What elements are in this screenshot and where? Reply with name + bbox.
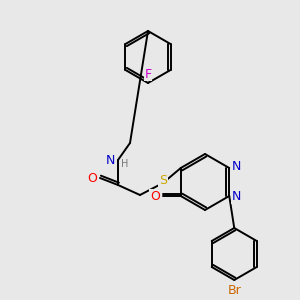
- Text: N: N: [106, 154, 115, 166]
- Text: N: N: [232, 190, 241, 203]
- Text: O: O: [150, 190, 160, 202]
- Text: H: H: [121, 159, 129, 169]
- Text: O: O: [87, 172, 97, 184]
- Text: F: F: [144, 68, 152, 80]
- Text: Br: Br: [227, 284, 241, 296]
- Text: S: S: [159, 175, 167, 188]
- Text: N: N: [232, 160, 241, 173]
